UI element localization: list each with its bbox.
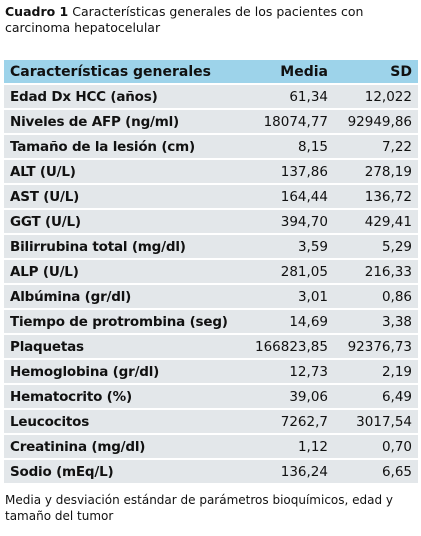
table-row: Hematocrito (%) 39,06 6,49 — [4, 384, 418, 410]
table-body: Edad Dx HCC (años) 61,34 12,022 Niveles de … — [4, 84, 418, 485]
cell: 3,38 — [334, 309, 418, 335]
cell: 8,15 — [246, 134, 334, 160]
header-cell: Características generales — [4, 60, 246, 85]
caption: Cuadro 1 Características generales de los… — [5, 4, 415, 36]
row-label: Bilirrubina total (mg/dl) — [4, 234, 246, 260]
table-row: Tiempo de protrombina (seg) 14,69 3,38 — [4, 309, 418, 335]
row-label: Plaquetas — [4, 334, 246, 360]
table-row: Creatinina (mg/dl) 1,12 0,70 — [4, 434, 418, 460]
cell: 136,72 — [334, 184, 418, 210]
cell: 1,12 — [246, 434, 334, 460]
row-label: Leucocitos — [4, 409, 246, 435]
cell: 281,05 — [246, 259, 334, 285]
header-cell: Media — [246, 60, 334, 85]
cell: 3,59 — [246, 234, 334, 260]
caption-text: Características generales de los pacient… — [5, 4, 364, 35]
table-row: GGT (U/L) 394,70 429,41 — [4, 209, 418, 235]
table-row: Leucocitos 7262,7 3017,54 — [4, 409, 418, 435]
table-row: ALP (U/L) 281,05 216,33 — [4, 259, 418, 285]
table-row: Plaquetas 166823,85 92376,73 — [4, 334, 418, 360]
header-cell: SD — [334, 60, 418, 85]
cell: 164,44 — [246, 184, 334, 210]
cell: 278,19 — [334, 159, 418, 185]
table-row: Hemoglobina (gr/dl) 12,73 2,19 — [4, 359, 418, 385]
cell: 166823,85 — [246, 334, 334, 360]
cell: 61,34 — [246, 84, 334, 110]
cell: 6,49 — [334, 384, 418, 410]
cell: 39,06 — [246, 384, 334, 410]
table-row: ALT (U/L) 137,86 278,19 — [4, 159, 418, 185]
cell: 7262,7 — [246, 409, 334, 435]
cell: 7,22 — [334, 134, 418, 160]
cell: 92949,86 — [334, 109, 418, 135]
row-label: Hematocrito (%) — [4, 384, 246, 410]
cell: 429,41 — [334, 209, 418, 235]
cell: 137,86 — [246, 159, 334, 185]
cell: 2,19 — [334, 359, 418, 385]
cell: 5,29 — [334, 234, 418, 260]
cell: 92376,73 — [334, 334, 418, 360]
cell: 3,01 — [246, 284, 334, 310]
cell: 0,86 — [334, 284, 418, 310]
row-label: Tiempo de protrombina (seg) — [4, 309, 246, 335]
table-row: Sodio (mEq/L) 136,24 6,65 — [4, 459, 418, 485]
row-label: Hemoglobina (gr/dl) — [4, 359, 246, 385]
row-label: Tamaño de la lesión (cm) — [4, 134, 246, 160]
table-row: Niveles de AFP (ng/ml) 18074,77 92949,86 — [4, 109, 418, 135]
cell: 216,33 — [334, 259, 418, 285]
cell: 0,70 — [334, 434, 418, 460]
row-label: ALT (U/L) — [4, 159, 246, 185]
cell: 12,022 — [334, 84, 418, 110]
cell: 14,69 — [246, 309, 334, 335]
cell: 18074,77 — [246, 109, 334, 135]
cell: 136,24 — [246, 459, 334, 485]
cell: 6,65 — [334, 459, 418, 485]
row-label: Edad Dx HCC (años) — [4, 84, 246, 110]
row-label: Albúmina (gr/dl) — [4, 284, 246, 310]
row-label: ALP (U/L) — [4, 259, 246, 285]
table-row: AST (U/L) 164,44 136,72 — [4, 184, 418, 210]
row-label: Sodio (mEq/L) — [4, 459, 246, 485]
row-label: Niveles de AFP (ng/ml) — [4, 109, 246, 135]
caption-label: Cuadro 1 — [5, 4, 69, 19]
cell: 394,70 — [246, 209, 334, 235]
table: Características generales Media SD Edad Dx… — [4, 60, 418, 485]
table-head: Características generales Media SD — [4, 60, 418, 85]
table-row: Tamaño de la lesión (cm) 8,15 7,22 — [4, 134, 418, 160]
cell: 3017,54 — [334, 409, 418, 435]
row-label: Creatinina (mg/dl) — [4, 434, 246, 460]
row-label: GGT (U/L) — [4, 209, 246, 235]
table-row: Edad Dx HCC (años) 61,34 12,022 — [4, 84, 418, 110]
row-label: AST (U/L) — [4, 184, 246, 210]
cell: 12,73 — [246, 359, 334, 385]
footnote: Media y desviación estándar de parámetro… — [5, 493, 394, 523]
header-row: Características generales Media SD — [4, 60, 418, 85]
table-row: Albúmina (gr/dl) 3,01 0,86 — [4, 284, 418, 310]
table-row: Bilirrubina total (mg/dl) 3,59 5,29 — [4, 234, 418, 260]
